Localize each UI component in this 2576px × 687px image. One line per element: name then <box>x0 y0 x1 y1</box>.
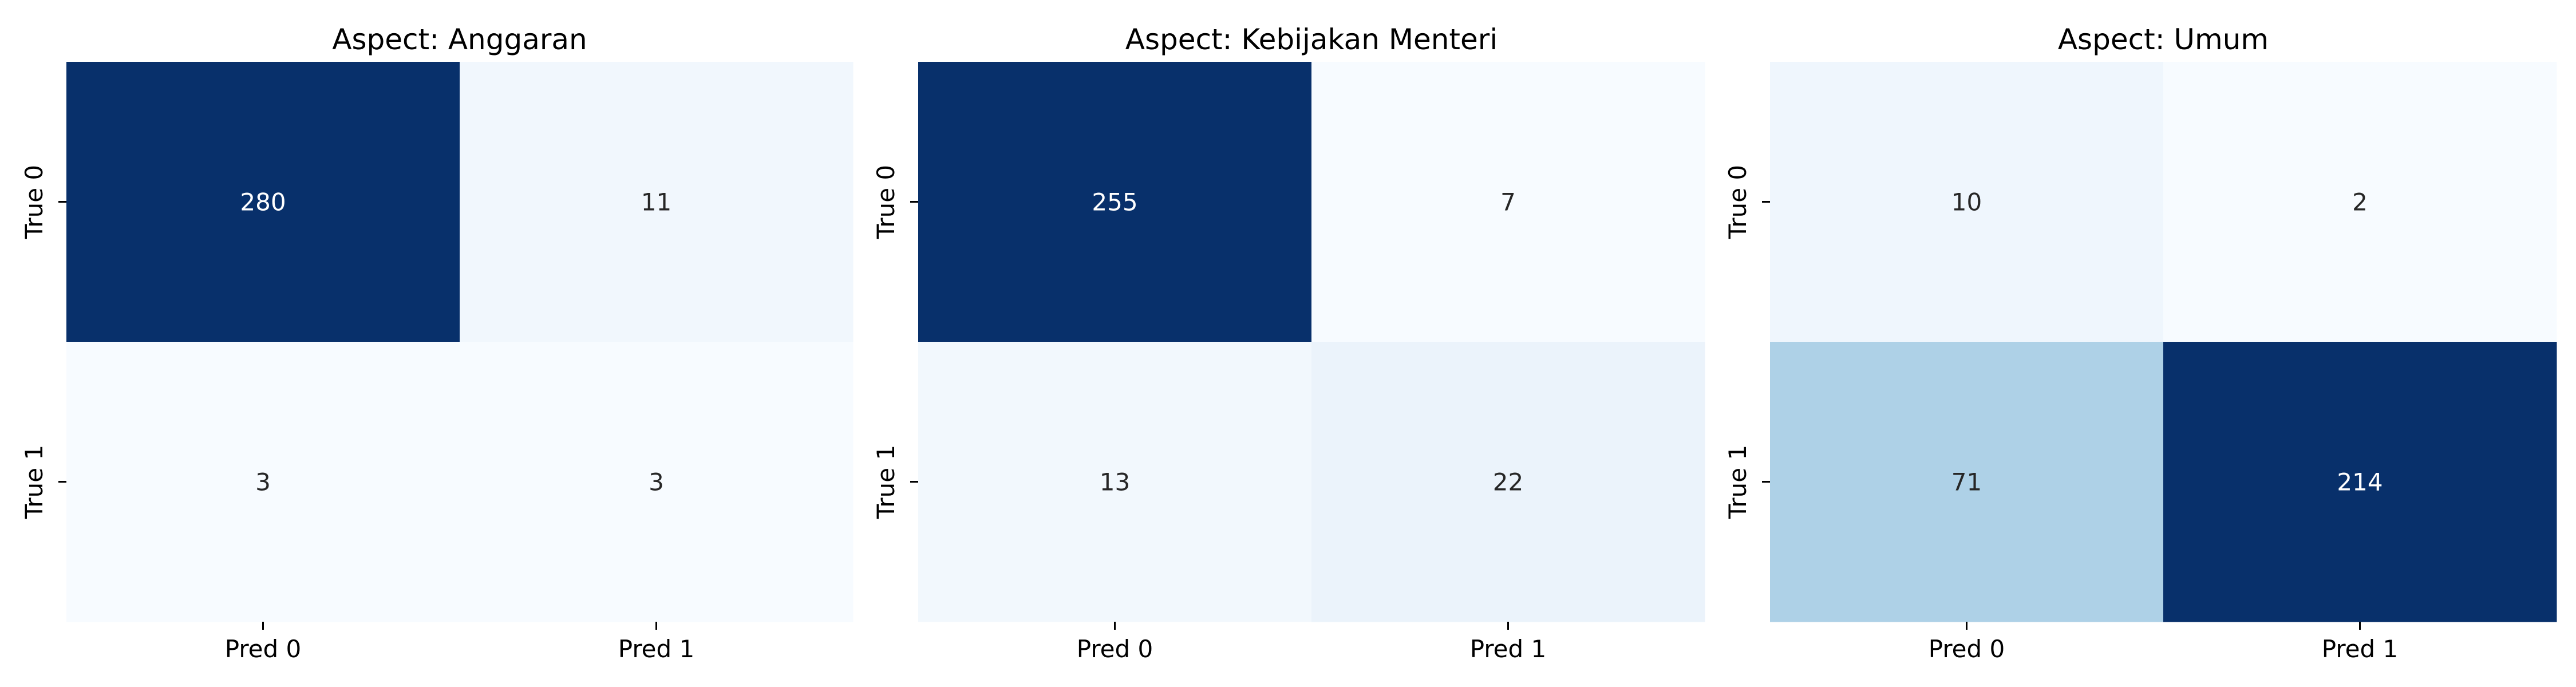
x-tick-label: Pred 1 <box>618 635 695 663</box>
x-tick-label: Pred 0 <box>1929 635 2005 663</box>
y-tick-label: True 0 <box>872 165 900 239</box>
cell-value-label: 255 <box>1092 188 1137 216</box>
x-tick-label: Pred 1 <box>1470 635 1547 663</box>
heatmap-panel-1: Aspect: Anggaran 280 11 3 3 True 0 True 1 Pred … <box>20 23 854 663</box>
x-tick-label: Pred 0 <box>225 635 302 663</box>
cell-value-label: 7 <box>1500 188 1516 216</box>
cell-value-label: 22 <box>1493 468 1523 496</box>
heatmap-cell <box>460 342 854 622</box>
heatmap-cell <box>2163 62 2557 342</box>
heatmap-panel-2: Aspect: Kebijakan Menteri 255 7 13 22 True 0 T… <box>872 23 1705 663</box>
heatmap-cell <box>460 62 854 342</box>
x-tick-label: Pred 1 <box>2322 635 2399 663</box>
heatmap-cell <box>1770 342 2164 622</box>
y-tick-label: True 0 <box>1724 165 1752 239</box>
heatmap-cell <box>1311 342 1705 622</box>
cell-value-label: 3 <box>255 468 271 496</box>
y-tick-label: True 1 <box>20 445 48 519</box>
panel-title: Aspect: Umum <box>2058 23 2269 56</box>
panel-title: Aspect: Anggaran <box>332 23 587 56</box>
cell-value-label: 2 <box>2352 188 2368 216</box>
cell-value-label: 3 <box>649 468 664 496</box>
heatmap-cell <box>1311 62 1705 342</box>
cell-value-label: 280 <box>240 188 286 216</box>
cell-value-label: 13 <box>1100 468 1130 496</box>
heatmap-cell <box>918 342 1312 622</box>
cell-value-label: 10 <box>1951 188 1982 216</box>
y-tick-label: True 0 <box>20 165 48 239</box>
heatmap-cell <box>918 62 1312 342</box>
cell-value-label: 11 <box>641 188 671 216</box>
cell-value-label: 214 <box>2337 468 2383 496</box>
cell-value-label: 71 <box>1951 468 1982 496</box>
heatmap-cell <box>66 342 460 622</box>
x-tick-label: Pred 0 <box>1077 635 1153 663</box>
y-tick-label: True 1 <box>1724 445 1752 519</box>
heatmap-panel-3: Aspect: Umum 10 2 71 214 True 0 True 1 Pred 0 Pr… <box>1724 23 2557 663</box>
y-tick-label: True 1 <box>872 445 900 519</box>
panel-title: Aspect: Kebijakan Menteri <box>1125 23 1498 56</box>
heatmap-cell <box>66 62 460 342</box>
heatmap-cell <box>2163 342 2557 622</box>
heatmap-cell <box>1770 62 2164 342</box>
